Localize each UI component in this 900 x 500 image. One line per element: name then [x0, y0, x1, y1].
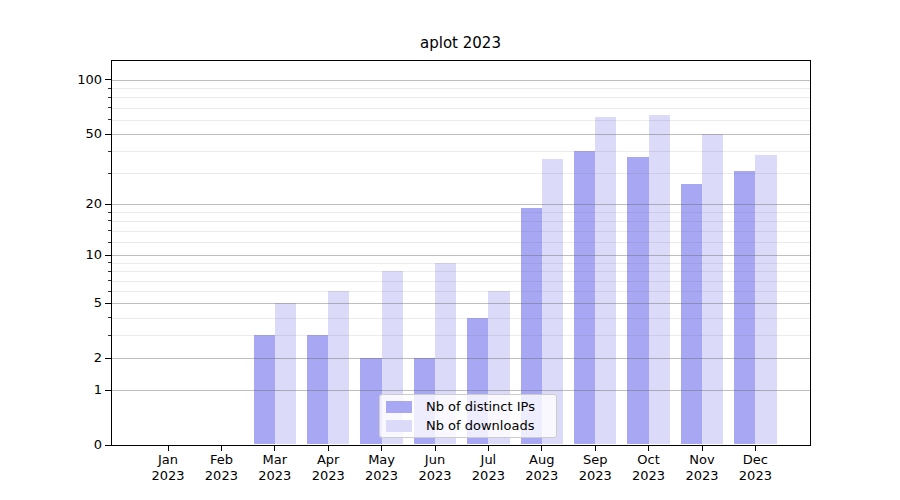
y-tick-mark — [105, 390, 111, 391]
y-minor-tick-mark — [108, 151, 111, 152]
gridline-minor — [112, 263, 810, 264]
bar-downloads — [649, 115, 670, 444]
y-tick-label: 20 — [0, 196, 102, 212]
x-tick-mark — [648, 446, 649, 451]
gridline-minor — [112, 335, 810, 336]
bar-distinct-ips — [574, 151, 595, 444]
y-minor-tick-mark — [108, 242, 111, 243]
x-tick-mark — [274, 446, 275, 451]
y-minor-tick-mark — [108, 119, 111, 120]
x-tick-mark — [435, 446, 436, 451]
y-minor-tick-mark — [108, 212, 111, 213]
gridline-major — [112, 390, 810, 391]
gridline-major — [112, 134, 810, 135]
legend: Nb of distinct IPs Nb of downloads — [379, 394, 557, 438]
y-minor-tick-mark — [108, 280, 111, 281]
bar-distinct-ips — [627, 157, 648, 444]
y-minor-tick-mark — [108, 335, 111, 336]
gridline-minor — [112, 212, 810, 213]
y-tick-label: 5 — [0, 295, 102, 311]
gridline-minor — [112, 173, 810, 174]
bar-downloads — [275, 303, 296, 444]
gridline-minor — [112, 97, 810, 98]
y-tick-mark — [105, 134, 111, 135]
legend-swatch-downloads — [386, 420, 412, 432]
x-tick-mark — [755, 446, 756, 451]
chart-canvas: aplot 2023 0125102050100Jan 2023Feb 2023… — [0, 0, 900, 500]
gridline-minor — [112, 291, 810, 292]
legend-label-distinct-ips: Nb of distinct IPs — [426, 399, 535, 414]
bar-distinct-ips — [681, 184, 702, 444]
x-tick-mark — [328, 446, 329, 451]
y-minor-tick-mark — [108, 97, 111, 98]
y-tick-mark — [105, 255, 111, 256]
y-minor-tick-mark — [108, 220, 111, 221]
y-minor-tick-mark — [108, 271, 111, 272]
y-tick-mark — [105, 79, 111, 80]
gridline-minor — [112, 231, 810, 232]
gridline-minor — [112, 271, 810, 272]
gridline-major — [112, 358, 810, 359]
y-tick-mark — [105, 303, 111, 304]
y-tick-label: 1 — [0, 382, 102, 398]
gridline-minor — [112, 151, 810, 152]
y-minor-tick-mark — [108, 262, 111, 263]
gridline-minor — [112, 281, 810, 282]
gridline-minor — [112, 108, 810, 109]
bar-downloads — [755, 155, 776, 444]
chart-title: aplot 2023 — [111, 34, 810, 52]
gridline-minor — [112, 120, 810, 121]
x-tick-mark — [488, 446, 489, 451]
gridline-major — [112, 204, 810, 205]
bar-downloads — [702, 134, 723, 444]
y-tick-label: 50 — [0, 126, 102, 142]
y-minor-tick-mark — [108, 230, 111, 231]
y-tick-label: 100 — [0, 72, 102, 88]
y-minor-tick-mark — [108, 317, 111, 318]
y-minor-tick-mark — [108, 107, 111, 108]
y-minor-tick-mark — [108, 173, 111, 174]
bar-downloads — [328, 291, 349, 444]
x-tick-mark — [168, 446, 169, 451]
x-tick-label: Dec 2023 — [723, 452, 787, 484]
x-tick-mark — [381, 446, 382, 451]
gridline-minor — [112, 242, 810, 243]
x-tick-mark — [221, 446, 222, 451]
y-tick-mark — [105, 358, 111, 359]
gridline-minor — [112, 221, 810, 222]
y-minor-tick-mark — [108, 291, 111, 292]
y-minor-tick-mark — [108, 88, 111, 89]
legend-item-downloads: Nb of downloads — [386, 418, 548, 433]
y-tick-label: 0 — [0, 437, 102, 453]
y-tick-mark — [105, 204, 111, 205]
x-tick-mark — [702, 446, 703, 451]
gridline-major — [112, 255, 810, 256]
x-tick-mark — [541, 446, 542, 451]
gridline-major — [112, 80, 810, 81]
legend-item-distinct-ips: Nb of distinct IPs — [386, 399, 548, 414]
x-tick-mark — [595, 446, 596, 451]
y-tick-label: 10 — [0, 247, 102, 263]
legend-label-downloads: Nb of downloads — [426, 418, 534, 433]
gridline-major — [112, 303, 810, 304]
gridline-minor — [112, 88, 810, 89]
y-tick-label: 2 — [0, 350, 102, 366]
legend-swatch-distinct-ips — [386, 401, 412, 413]
gridline-minor — [112, 318, 810, 319]
y-tick-mark — [105, 445, 111, 446]
